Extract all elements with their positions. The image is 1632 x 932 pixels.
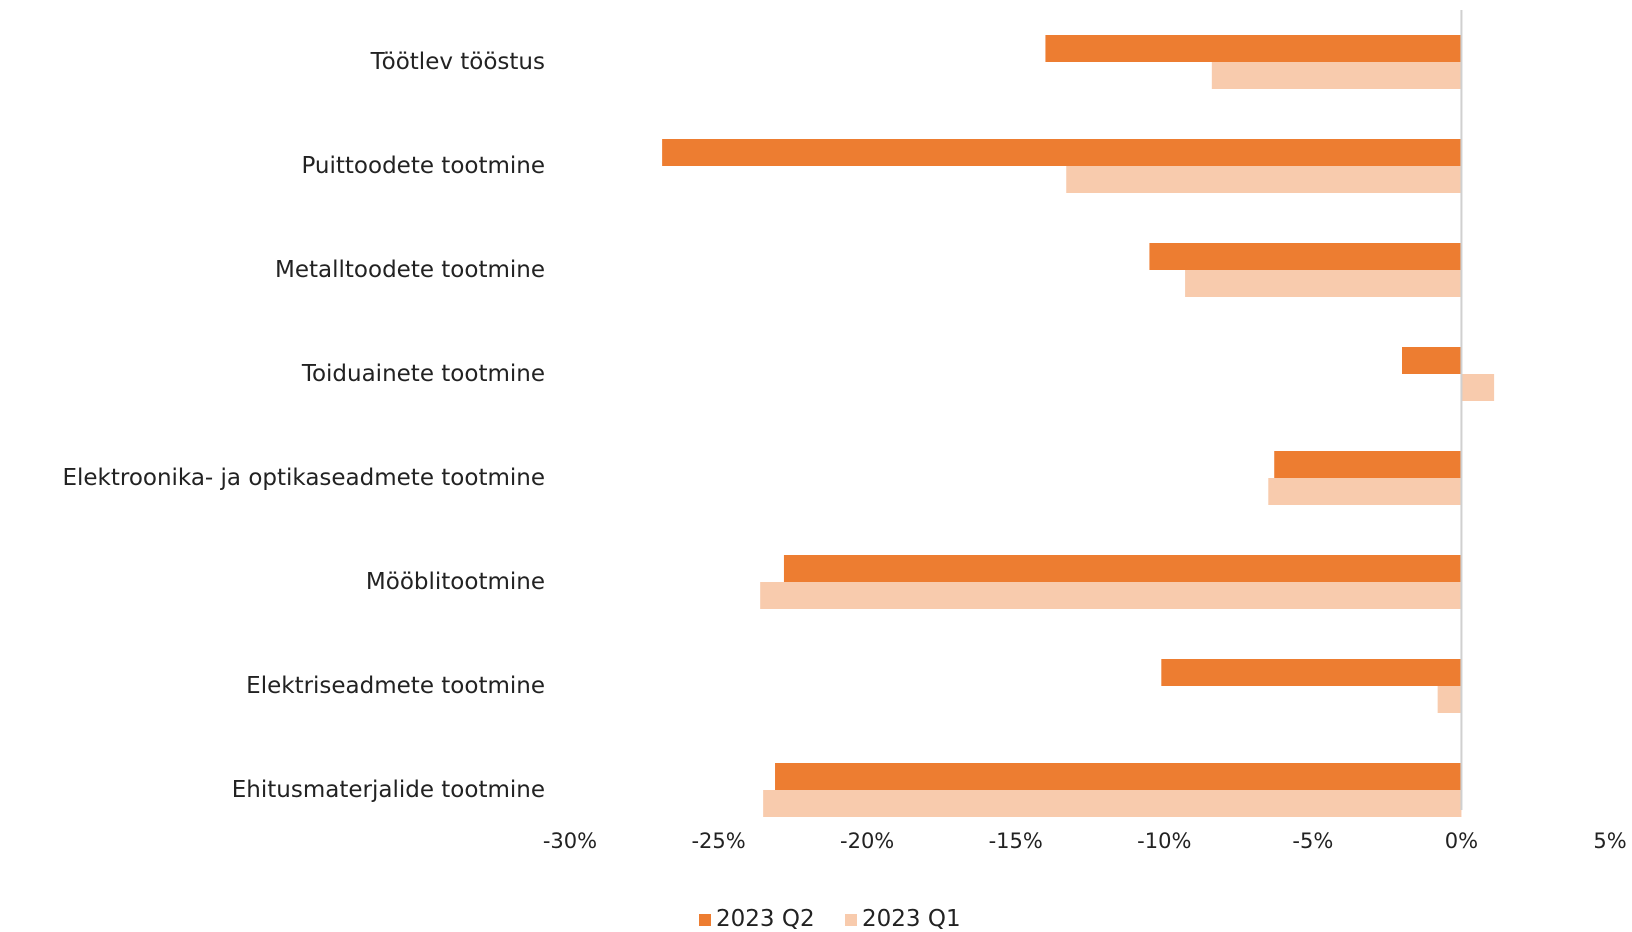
x-tick-label: -10% [1137, 829, 1191, 853]
bar-q1 [763, 790, 1462, 817]
bar-q2 [662, 139, 1462, 166]
x-tick-label: -20% [840, 829, 894, 853]
category-label: Mööblitootmine [366, 569, 545, 595]
bars [662, 35, 1495, 817]
category-label: Metalltoodete tootmine [275, 257, 545, 283]
x-tick-label: -5% [1292, 829, 1333, 853]
legend-label-2023-q2: 2023 Q2 [716, 906, 815, 932]
category-label: Puittoodete tootmine [301, 153, 545, 179]
x-tick-label: 5% [1593, 829, 1626, 853]
category-label: Ehitusmaterjalide tootmine [232, 777, 545, 803]
legend: 2023 Q2 2023 Q1 [699, 906, 961, 932]
bar-q2 [1045, 35, 1462, 62]
bar-q1 [760, 582, 1462, 609]
legend-swatch-2023-q1 [845, 914, 857, 926]
bar-q2 [775, 763, 1462, 790]
category-label: Töötlev tööstus [370, 49, 545, 75]
bar-q2 [1402, 347, 1462, 374]
bar-q1 [1461, 374, 1495, 401]
x-tick-label: -25% [691, 829, 745, 853]
category-label: Elektriseadmete tootmine [246, 673, 545, 699]
category-labels: Töötlev tööstus Puittoodete tootmine Metal… [62, 49, 545, 803]
category-label: Toiduainete tootmine [301, 361, 545, 387]
bar-q2 [1274, 451, 1462, 478]
bar-q1 [1185, 270, 1462, 297]
x-axis-tick-labels: -30% -25% -20% -15% -10% -5% 0% 5% [543, 829, 1627, 853]
x-tick-label: -30% [543, 829, 597, 853]
x-tick-label: -15% [989, 829, 1043, 853]
category-label: Elektroonika- ja optikaseadmete tootmine [62, 465, 545, 491]
bar-q2 [783, 555, 1462, 582]
bar-q2 [1149, 243, 1462, 270]
legend-label-2023-q1: 2023 Q1 [862, 906, 961, 932]
bar-q2 [1161, 659, 1462, 686]
legend-swatch-2023-q2 [699, 914, 711, 926]
bar-q1 [1437, 686, 1462, 713]
bar-q1 [1268, 478, 1462, 505]
bar-q1 [1211, 62, 1462, 89]
bar-q1 [1066, 166, 1462, 193]
x-tick-label: 0% [1445, 829, 1478, 853]
